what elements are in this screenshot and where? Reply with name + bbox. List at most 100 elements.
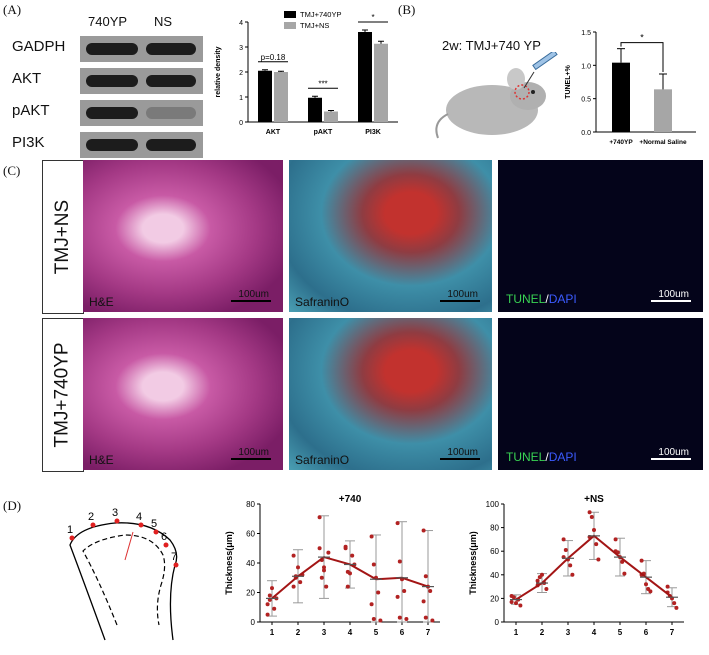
data-point [421,528,426,533]
blot-label-pi3k: PI3K [12,134,45,151]
thickness-chart-ns: 0 20 40 60 80 100 Thickness(μm) 1 2 3 4 5 6 7 +NS [468,494,684,637]
y-tick-label: 1 [239,95,243,102]
y-tick-label: 20 [246,589,255,598]
tunel-image-740yp: TUNEL/DAPI 100um [498,318,703,470]
x-tick-label: 4 [592,628,597,637]
tunel-image-ns: TUNEL/DAPI 100um [498,160,703,312]
data-point [674,605,679,610]
data-point [317,515,322,520]
site-point [90,522,96,528]
y-tick-label: 60 [246,530,255,539]
data-point [395,594,400,599]
scale-bar [440,458,480,460]
y-tick-label: 100 [486,500,500,509]
y-tick-label: 40 [246,559,255,568]
legend-label: TMJ+NS [300,21,329,30]
scale-text: 100um [447,289,478,300]
mouse-illustration [435,52,558,139]
y-axis-label: Thickness(μm) [224,531,234,595]
data-point [296,565,300,570]
x-tick-label: 7 [426,628,431,637]
site-point [153,529,159,535]
row-label-tmj-ns-text: TMJ+NS [52,199,73,275]
x-tick-label: 1 [514,628,519,637]
x-tick-label: 6 [644,628,649,637]
tunel-text: TUNEL [506,450,546,464]
y-tick-label: 80 [246,500,255,509]
safranin-image-740yp: SafraninO 100um [289,318,492,470]
y-tick-label: 0 [251,618,256,627]
data-point [317,546,322,551]
bar [358,32,372,122]
x-tick-label: 1 [270,628,275,637]
data-point [672,601,677,606]
he-image-ns: H&E 100um [83,160,283,312]
x-tick-label: +Normal Saline [639,139,687,146]
data-point [265,602,270,607]
y-tick-label: 1.5 [581,30,591,37]
data-point [568,563,573,568]
injection-site-marker [514,84,530,100]
data-point [272,606,277,611]
bar [258,70,272,122]
legend-label: TMJ+740YP [300,10,341,19]
band-gadph-740yp [86,43,138,55]
site-label: 2 [88,511,94,523]
data-point [267,593,272,598]
data-point [561,537,566,542]
tunel-dapi-label-740yp: TUNEL/DAPI [506,450,577,464]
data-point [348,571,352,576]
scale-bar [231,300,271,302]
row-label-tmj-740yp-text: TMJ+740YP [52,342,74,448]
he-label-ns: H&E [89,295,114,309]
safranin-label-740yp: SafraninO [295,453,350,467]
y-axis-label: Thickness(μm) [468,531,478,595]
data-point [644,582,648,587]
x-tick-label: 5 [374,628,379,637]
bar [654,89,672,132]
y-axis-label: relative density [215,46,222,97]
site-point [114,518,120,524]
y-tick-label: 2 [239,70,243,77]
blot-label-pakt: pAKT [12,102,50,119]
syringe-needle [523,71,535,89]
mouse-eye [531,90,535,94]
site-label: 3 [112,507,118,519]
bar [308,97,322,122]
scale-text: 100um [658,447,689,458]
data-point [518,603,523,608]
site-point [138,522,144,528]
legend-swatch [284,22,296,29]
data-point [514,601,518,606]
blot-strip-pi3k [80,132,203,158]
safranin-label-ns: SafraninO [295,295,350,309]
data-point [378,618,383,623]
lane-label-ns: NS [154,14,173,29]
data-point [343,544,348,549]
data-point [592,527,596,532]
thickness-chart-740: 0 20 40 60 80 Thickness(μm) 1 2 3 4 5 6 7 +740 [224,494,440,637]
slash-text: / [545,450,549,464]
legend-swatch [284,11,296,18]
data-point [298,580,303,585]
x-tick-label: 7 [670,628,675,637]
y-tick-label: 60 [490,547,499,556]
blot-label-akt: AKT [12,70,42,87]
injection-text: 2w: TMJ+740 YP [442,38,541,53]
y-tick-label: 1.0 [581,63,591,70]
data-point [291,553,296,558]
x-tick-label: PI3K [365,129,381,136]
x-tick-label: 3 [322,628,327,637]
data-point [428,589,433,594]
y-tick-label: 0.0 [581,130,591,137]
band-akt-740yp [86,75,138,87]
x-tick-label: 2 [540,628,545,637]
tunel-text: TUNEL [506,292,546,306]
tunel-bar-chart: 0.0 0.5 1.0 1.5 TUNEL+% +740YP +Normal Saline * [565,30,696,146]
data-point [423,574,428,579]
data-point [509,599,514,604]
data-point [395,521,400,526]
data-point [639,558,644,563]
data-point [326,550,331,555]
he-image-740yp: H&E 100um [83,318,283,470]
